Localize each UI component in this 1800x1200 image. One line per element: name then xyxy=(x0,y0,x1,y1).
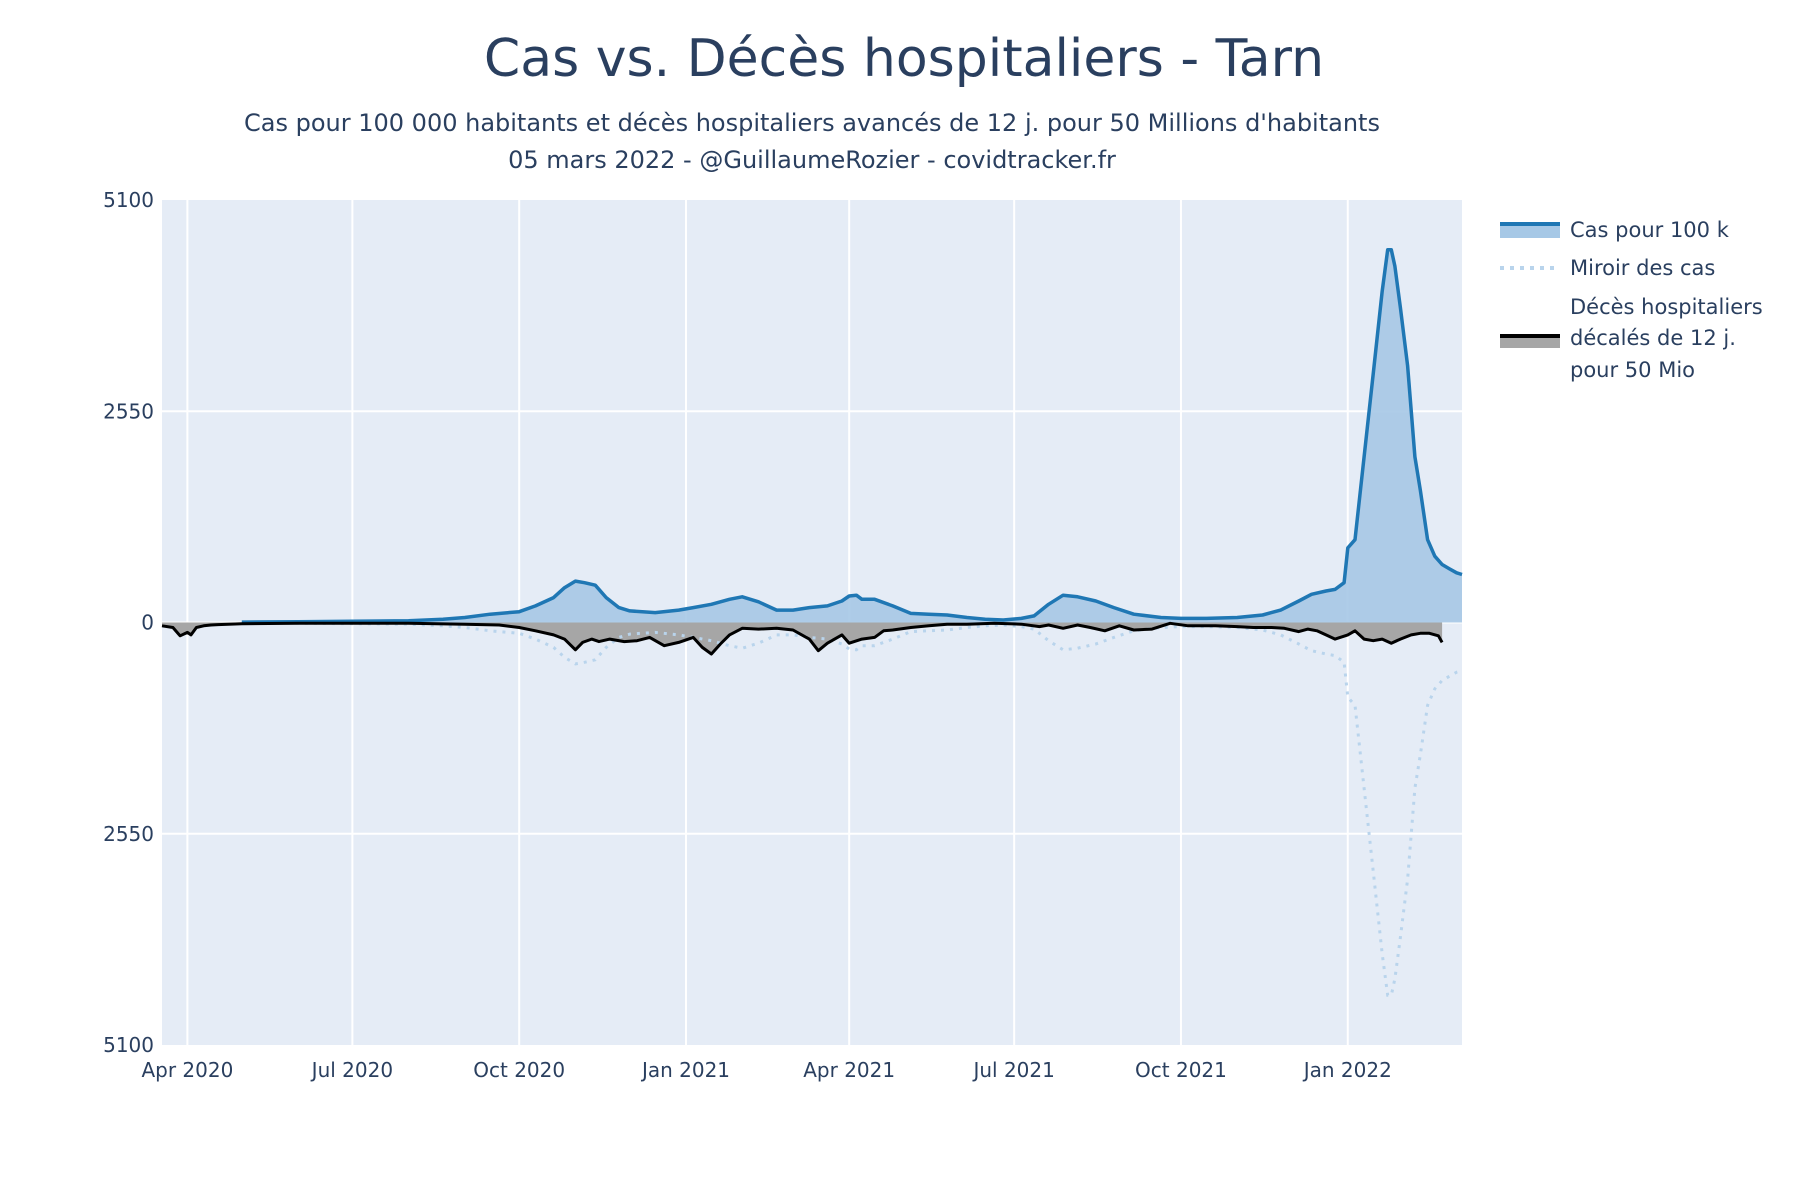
x-tick-label-1: Jul 2020 xyxy=(310,1058,393,1082)
cases-line xyxy=(241,247,1463,624)
deaths-area xyxy=(162,622,1443,654)
series-layer xyxy=(161,247,1463,997)
x-axis: Apr 2020 Jul 2020 Oct 2020 Jan 2021 Apr 2021… xyxy=(141,1058,1391,1082)
legend-label-mirror: Miroir des cas xyxy=(1570,256,1715,280)
x-tick-label-3: Jan 2021 xyxy=(640,1058,730,1082)
x-tick-label-6: Oct 2021 xyxy=(1135,1058,1227,1082)
legend-label-deaths-line-1: Décès hospitaliers xyxy=(1570,295,1763,319)
chart-title: Cas vs. Décès hospitaliers - Tarn xyxy=(484,29,1324,89)
y-tick-label-0: 5100 xyxy=(103,188,154,212)
legend: Cas pour 100 k Miroir des cas Décès hosp… xyxy=(1500,218,1763,382)
y-tick-label-4: 5100 xyxy=(103,1033,154,1057)
legend-swatch-deaths xyxy=(1500,336,1560,348)
y-tick-label-2: 0 xyxy=(141,611,154,635)
y-tick-label-3: 2550 xyxy=(103,822,154,846)
x-tick-label-0: Apr 2020 xyxy=(141,1058,233,1082)
chart-subtitle-line-1: Cas pour 100 000 habitants et décès hosp… xyxy=(244,109,1380,137)
chart-subtitle-line-2: 05 mars 2022 - @GuillaumeRozier - covidt… xyxy=(508,146,1116,174)
legend-item-cases[interactable]: Cas pour 100 k xyxy=(1500,218,1730,242)
y-tick-label-1: 2550 xyxy=(103,399,154,423)
legend-label-deaths-line-3: pour 50 Mio xyxy=(1570,358,1695,382)
mirror-line xyxy=(241,621,1463,997)
legend-label-cases: Cas pour 100 k xyxy=(1570,218,1730,242)
x-tick-label-7: Jan 2022 xyxy=(1302,1058,1392,1082)
legend-item-mirror[interactable]: Miroir des cas xyxy=(1500,256,1715,280)
legend-item-deaths[interactable]: Décès hospitaliers décalés de 12 j. pour… xyxy=(1500,295,1763,382)
deaths-line xyxy=(161,621,1444,656)
x-tick-label-2: Oct 2020 xyxy=(473,1058,565,1082)
x-tick-label-5: Jul 2021 xyxy=(971,1058,1054,1082)
legend-label-deaths-line-2: décalés de 12 j. xyxy=(1570,326,1736,350)
y-axis: 5100 2550 0 2550 5100 xyxy=(103,188,154,1057)
x-tick-label-4: Apr 2021 xyxy=(803,1058,895,1082)
